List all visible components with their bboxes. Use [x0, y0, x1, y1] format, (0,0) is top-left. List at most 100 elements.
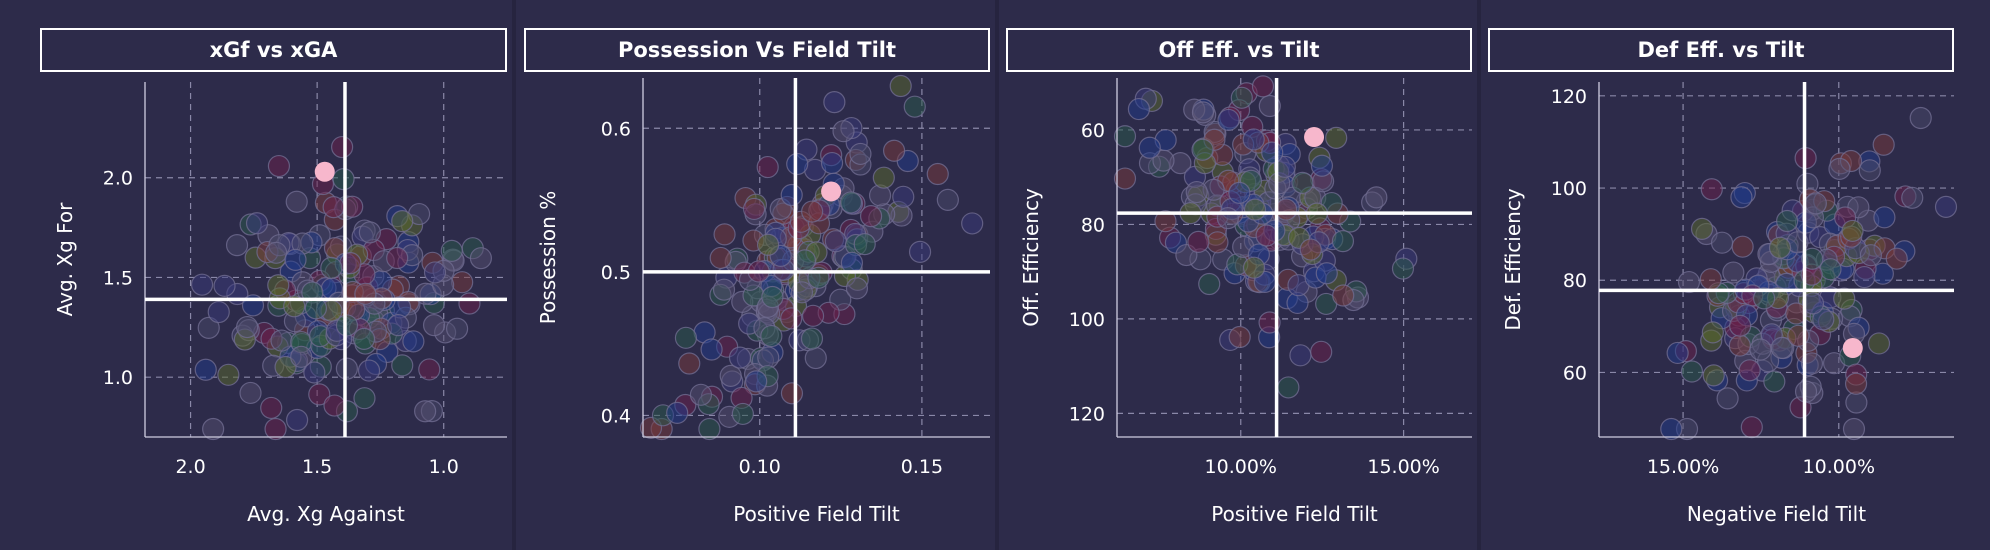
team-point[interactable]	[1198, 272, 1221, 296]
team-point[interactable]	[1154, 210, 1177, 233]
team-point[interactable]	[1701, 321, 1724, 344]
team-point[interactable]	[756, 233, 780, 256]
team-point[interactable]	[1812, 308, 1835, 331]
team-point[interactable]	[903, 95, 926, 118]
team-point[interactable]	[674, 326, 698, 349]
team-point[interactable]	[849, 142, 872, 166]
team-point[interactable]	[1885, 247, 1908, 270]
team-point[interactable]	[1901, 186, 1924, 209]
team-point[interactable]	[1722, 261, 1745, 284]
team-point[interactable]	[358, 221, 381, 244]
team-point[interactable]	[1716, 387, 1739, 410]
team-point[interactable]	[1680, 360, 1704, 383]
team-point[interactable]	[1391, 257, 1415, 280]
team-point[interactable]	[1853, 265, 1876, 289]
team-point[interactable]	[386, 246, 409, 270]
team-point[interactable]	[845, 277, 869, 300]
team-point[interactable]	[469, 247, 493, 270]
team-point[interactable]	[197, 316, 220, 339]
team-point[interactable]	[1187, 230, 1210, 253]
team-point[interactable]	[1700, 178, 1723, 201]
team-point[interactable]	[728, 346, 752, 369]
team-point[interactable]	[1844, 372, 1868, 395]
team-point[interactable]	[1710, 231, 1734, 254]
team-point[interactable]	[391, 354, 414, 377]
team-point[interactable]	[678, 352, 701, 375]
team-point[interactable]	[1310, 340, 1333, 363]
team-point[interactable]	[1243, 198, 1267, 221]
team-point[interactable]	[760, 324, 783, 348]
team-point[interactable]	[820, 151, 844, 175]
team-point[interactable]	[793, 249, 816, 272]
team-point[interactable]	[1699, 268, 1722, 291]
team-point[interactable]	[1702, 364, 1725, 387]
team-point[interactable]	[1273, 155, 1296, 178]
team-point[interactable]	[331, 135, 354, 159]
team-point[interactable]	[926, 162, 949, 186]
team-point[interactable]	[264, 417, 287, 441]
team-point[interactable]	[1185, 180, 1208, 204]
team-point[interactable]	[892, 185, 915, 208]
team-point[interactable]	[353, 387, 376, 410]
team-point[interactable]	[440, 239, 463, 262]
team-point[interactable]	[225, 234, 249, 257]
team-point[interactable]	[689, 383, 713, 406]
team-point[interactable]	[285, 408, 309, 432]
team-point[interactable]	[1242, 256, 1266, 279]
team-point[interactable]	[1842, 417, 1866, 441]
team-point[interactable]	[786, 152, 809, 176]
team-point[interactable]	[1228, 325, 1251, 349]
team-point[interactable]	[285, 190, 308, 213]
team-point[interactable]	[1845, 391, 1868, 414]
team-point[interactable]	[700, 338, 723, 361]
highlight-team-point[interactable]	[821, 181, 842, 202]
team-point[interactable]	[352, 327, 376, 350]
team-point[interactable]	[1730, 186, 1753, 209]
highlight-team-point[interactable]	[1304, 127, 1325, 148]
team-point[interactable]	[1749, 338, 1772, 361]
team-point[interactable]	[801, 200, 824, 223]
team-point[interactable]	[1677, 270, 1701, 294]
team-point[interactable]	[1251, 75, 1275, 98]
team-point[interactable]	[832, 120, 855, 143]
team-point[interactable]	[1191, 101, 1215, 124]
team-point[interactable]	[1859, 244, 1882, 267]
team-point[interactable]	[1113, 125, 1137, 148]
team-point[interactable]	[1801, 247, 1824, 270]
team-point[interactable]	[936, 188, 959, 212]
team-point[interactable]	[859, 205, 883, 228]
team-point[interactable]	[1768, 236, 1792, 259]
team-point[interactable]	[1230, 86, 1253, 109]
team-point[interactable]	[308, 383, 331, 406]
team-point[interactable]	[245, 212, 269, 235]
team-point[interactable]	[1841, 219, 1864, 243]
team-point[interactable]	[1785, 302, 1808, 325]
team-point[interactable]	[290, 345, 313, 368]
team-point[interactable]	[1206, 231, 1229, 254]
team-point[interactable]	[451, 271, 474, 294]
team-point[interactable]	[265, 241, 288, 264]
team-point[interactable]	[194, 358, 217, 381]
team-point[interactable]	[745, 370, 768, 393]
team-point[interactable]	[800, 327, 824, 350]
team-point[interactable]	[882, 139, 906, 162]
team-point[interactable]	[1738, 359, 1761, 382]
team-point[interactable]	[1310, 154, 1334, 177]
team-point[interactable]	[414, 400, 437, 423]
team-point[interactable]	[239, 381, 262, 405]
highlight-team-point[interactable]	[1842, 338, 1863, 359]
team-point[interactable]	[1801, 292, 1825, 315]
team-point[interactable]	[1873, 206, 1896, 229]
team-point[interactable]	[1690, 217, 1714, 241]
team-point[interactable]	[458, 292, 481, 315]
team-point[interactable]	[1365, 186, 1388, 209]
team-point[interactable]	[780, 307, 803, 330]
team-point[interactable]	[207, 300, 230, 324]
team-point[interactable]	[889, 74, 912, 98]
team-point[interactable]	[709, 246, 732, 270]
team-point[interactable]	[731, 402, 754, 426]
team-point[interactable]	[1833, 287, 1856, 310]
team-point[interactable]	[961, 212, 984, 235]
team-point[interactable]	[387, 314, 410, 337]
team-point[interactable]	[402, 330, 425, 353]
